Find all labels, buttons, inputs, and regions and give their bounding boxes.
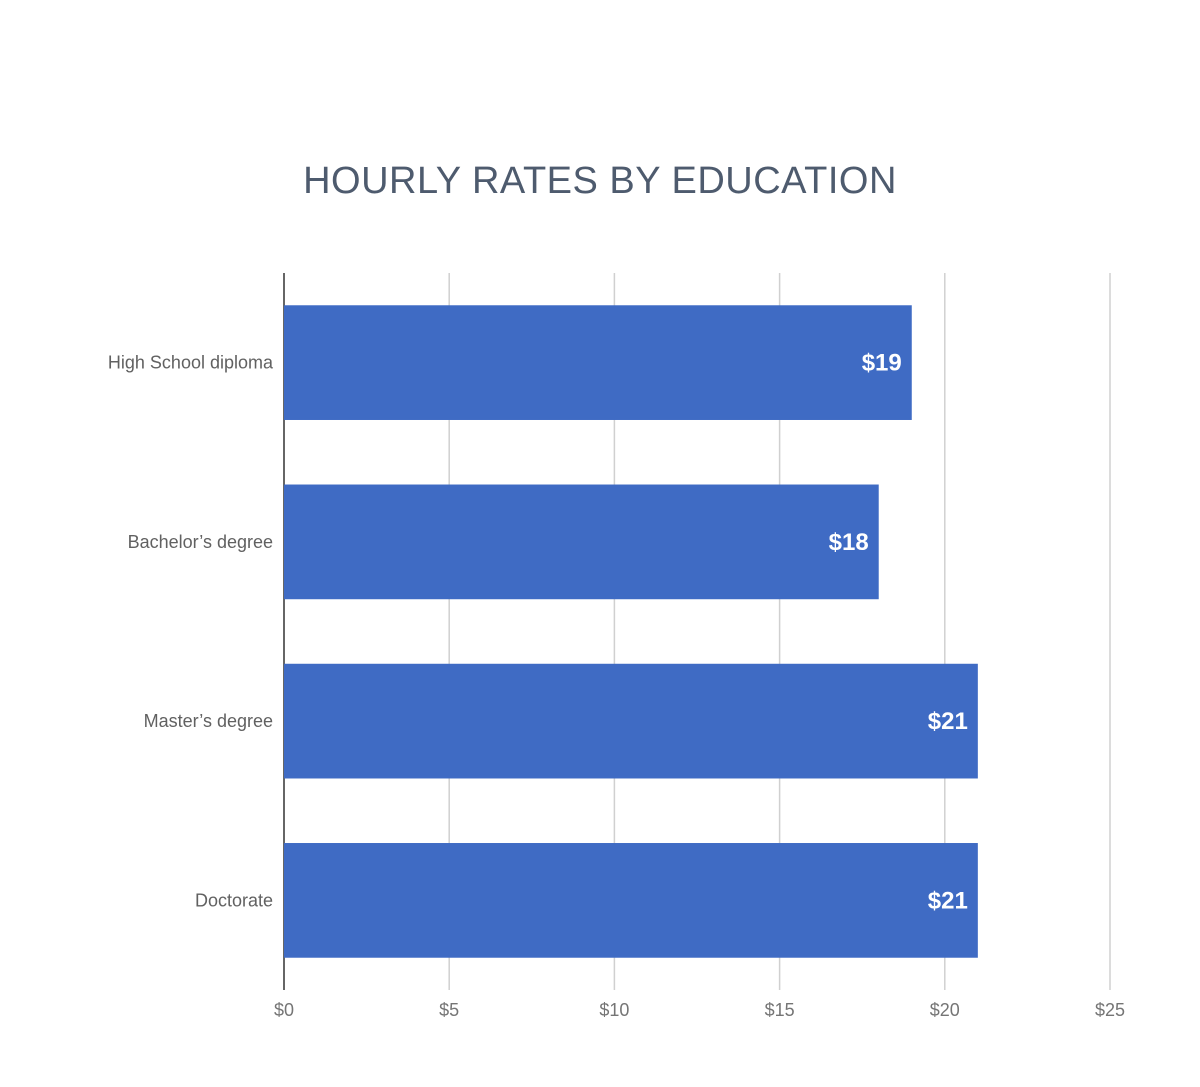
data-label: $21: [928, 708, 968, 735]
bar: [284, 484, 879, 600]
label-layer: $0 $5 $10 $15 $20 $25 High School diploma $19 Ba…: [108, 350, 1125, 1020]
bar: [284, 305, 912, 420]
bar-layer: [284, 305, 978, 958]
chart-title: HOURLY RATES BY EDUCATION: [303, 160, 897, 202]
category-label: Bachelor’s degree: [128, 532, 273, 552]
bar: [284, 843, 978, 958]
category-label: Master’s degree: [144, 711, 273, 731]
data-label: $18: [829, 529, 869, 556]
x-tick-label: $15: [765, 1000, 795, 1020]
category-label: High School diploma: [108, 353, 274, 373]
x-tick-label: $20: [930, 1000, 960, 1020]
data-label: $21: [928, 887, 968, 914]
bar: [284, 663, 978, 779]
data-label: $19: [862, 350, 902, 377]
x-tick-label: $10: [599, 1000, 629, 1020]
category-label: Doctorate: [195, 890, 273, 910]
x-tick-label: $25: [1095, 1000, 1125, 1020]
x-tick-label: $5: [439, 1000, 459, 1020]
x-tick-label: $0: [274, 1000, 294, 1020]
